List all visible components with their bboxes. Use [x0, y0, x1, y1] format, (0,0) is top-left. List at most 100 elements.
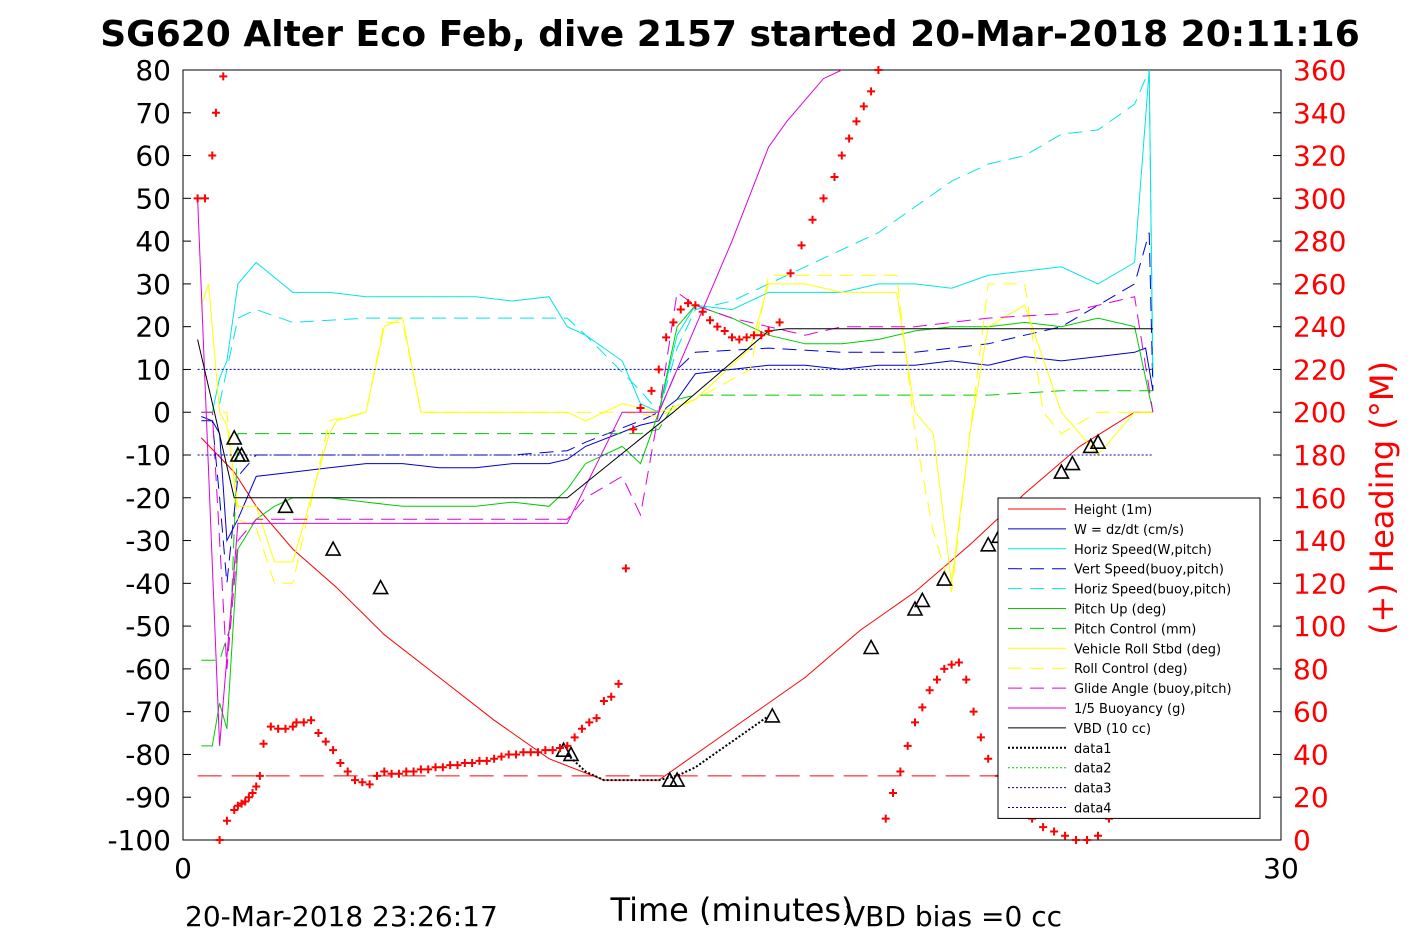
y-tick-label-left: -30: [125, 525, 171, 558]
legend-label: Pitch Control (mm): [1074, 622, 1196, 637]
heading-point: [918, 703, 927, 712]
heading-point: [592, 714, 601, 723]
y-tick-label-right: 80: [1293, 653, 1329, 686]
heading-point: [932, 675, 941, 684]
heading-point: [757, 331, 766, 340]
legend-label: Horiz Speed(buoy,pitch): [1074, 583, 1231, 598]
y-tick-label-right: 360: [1293, 54, 1346, 87]
heading-point: [387, 769, 396, 778]
heading-point: [867, 87, 876, 96]
heading-point: [742, 333, 751, 342]
y-tick-label-right: 60: [1293, 696, 1329, 729]
heading-point: [519, 748, 528, 757]
marker-triangle: [668, 771, 686, 787]
legend-box: [997, 497, 1261, 819]
marker-triangle: [763, 707, 781, 723]
heading-point: [299, 718, 308, 727]
y-tick-label-left: -40: [125, 567, 171, 600]
heading-point: [259, 739, 268, 748]
legend-label: data1: [1074, 742, 1112, 757]
heading-point: [446, 761, 455, 770]
heading-point: [193, 194, 202, 203]
marker-triangle: [225, 429, 243, 445]
heading-point: [614, 679, 623, 688]
heading-point: [607, 692, 616, 701]
legend-label: Vehicle Roll Stbd (deg): [1074, 642, 1221, 657]
marker-triangle: [906, 600, 924, 616]
heading-point: [394, 769, 403, 778]
heading-point: [252, 782, 261, 791]
heading-point: [343, 767, 352, 776]
heading-point: [911, 718, 919, 727]
heading-point: [691, 301, 700, 310]
y-tick-label-left: -80: [125, 738, 171, 771]
marker-triangle: [913, 591, 931, 608]
heading-point: [490, 754, 499, 763]
series-pitch-up-deg: [201, 304, 1154, 747]
x-tick-label: 30: [1263, 852, 1299, 885]
series-vert-speed-buoy-pitch: [201, 232, 1154, 584]
heading-point: [314, 729, 323, 738]
heading-point: [599, 696, 608, 705]
heading-point: [358, 778, 367, 787]
chart-title: SG620 Alter Eco Feb, dive 2157 started 2…: [100, 14, 1360, 55]
y-tick-label-right: 300: [1293, 182, 1346, 215]
y-tick-label-left: -20: [125, 482, 171, 515]
legend-label: Height (1m): [1074, 503, 1152, 518]
heading-point: [460, 759, 469, 767]
y-tick-label-right: 100: [1293, 610, 1346, 643]
x-axis-label: Time (minutes): [610, 891, 854, 929]
heading-point: [585, 718, 594, 727]
heading-point: [248, 788, 257, 797]
heading-point: [797, 241, 806, 250]
heading-point: [255, 771, 264, 780]
heading-point: [281, 724, 290, 733]
heading-point: [351, 776, 360, 785]
heading-point: [764, 326, 773, 335]
heading-point: [621, 564, 630, 573]
heading-point: [713, 322, 722, 331]
heading-point: [636, 403, 645, 412]
heading-point: [219, 72, 228, 81]
series-vbd-10-cc: [197, 328, 1153, 499]
marker-triangle: [1082, 437, 1100, 454]
y-tick-label-right: 200: [1293, 396, 1346, 429]
marker-triangle: [233, 446, 250, 462]
heading-point: [497, 752, 506, 761]
heading-point: [288, 722, 297, 731]
marker-triangle: [979, 536, 997, 552]
heading-point: [534, 748, 543, 757]
heading-point: [925, 686, 934, 695]
heading-point: [706, 316, 715, 325]
y-tick-label-left: 70: [135, 97, 171, 130]
heading-point: [940, 664, 949, 673]
heading-point: [211, 108, 220, 117]
heading-point: [845, 134, 854, 143]
marker-triangle: [1053, 463, 1070, 479]
marker-triangle: [372, 578, 389, 595]
heading-point: [903, 741, 912, 750]
y-tick-label-left: -10: [125, 439, 171, 472]
legend-label: Glide Angle (buoy,pitch): [1074, 682, 1232, 697]
heading-point: [698, 307, 707, 316]
y-tick-label-right: 320: [1293, 140, 1346, 173]
legend-label: Horiz Speed(W,pitch): [1074, 543, 1212, 558]
y-tick-label-right: 280: [1293, 225, 1346, 258]
x-tick-label: 0: [174, 852, 192, 885]
heading-point: [577, 724, 586, 733]
heading-point: [372, 771, 381, 780]
heading-point: [200, 194, 209, 203]
heading-point: [570, 733, 579, 742]
y-tick-label-right: 160: [1293, 482, 1346, 515]
heading-point: [512, 750, 521, 759]
y-tick-label-right: 240: [1293, 311, 1346, 344]
heading-point: [852, 117, 861, 126]
heading-point: [555, 744, 564, 753]
heading-point: [662, 333, 671, 342]
heading-point: [786, 269, 795, 278]
series-glide-angle-buoy-pitch: [201, 291, 1154, 669]
y-tick-label-left: -50: [125, 610, 171, 643]
series-roll-control-deg: [201, 274, 1153, 593]
heading-point: [431, 763, 440, 772]
